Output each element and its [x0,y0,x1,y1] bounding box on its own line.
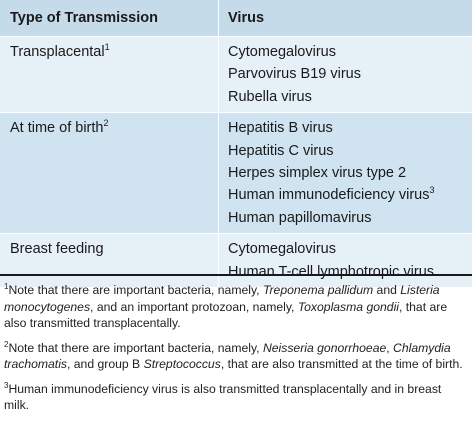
column-divider [218,234,219,288]
virus-item: Hepatitis B virus [228,120,333,137]
virus-item: Herpes simplex virus type 2 [228,165,407,182]
virus-item: Cytomegalovirus [228,44,336,60]
virus-item: Parvovirus B19 virus [228,66,361,83]
column-divider [218,113,219,234]
virus-item: Human immunodeficiency virus3 [228,185,435,204]
virus-list: Cytomegalovirus Human T-cell lymphotropi… [215,234,472,287]
table-row-transplacental: Transplacental1 Cytomegalovirus Parvovir… [0,36,472,113]
footnote-1: 1Note that there are important bacteria,… [4,281,448,330]
table-header: Type of Transmission Virus [0,0,472,36]
header-virus: Virus [228,10,265,26]
virus-item: Rubella virus [228,88,312,105]
virus-item: Hepatitis C virus [228,142,334,159]
column-divider [218,37,219,113]
virus-item: Human T-cell lymphotropic virus [228,263,435,280]
footnote-3: 3Human immunodeficiency virus is also tr… [4,380,442,412]
virus-list: Hepatitis B virus Hepatitis C virus Herp… [215,113,472,233]
virus-item: Cytomegalovirus [228,241,336,258]
table-row-breast-feeding: Breast feeding Cytomegalovirus Human T-c… [0,233,472,288]
transmission-type: At time of birth2 [10,118,109,137]
footnote-2: 2Note that there are important bacteria,… [4,339,463,371]
table-bottom-rule [0,274,472,276]
transmission-type: Transplacental1 [10,42,110,60]
transmission-type: Breast feeding [10,241,104,258]
footnotes: 1Note that there are important bacteria,… [0,282,472,422]
virus-list: Cytomegalovirus Parvovirus B19 virus Rub… [215,37,472,112]
table-row-at-time-of-birth: At time of birth2 Hepatitis B virus Hepa… [0,112,472,234]
transmission-table: Type of Transmission Virus Transplacenta… [0,0,472,288]
column-divider [218,0,219,36]
virus-item: Human papillomavirus [228,209,372,226]
header-type-of-transmission: Type of Transmission [10,10,158,26]
